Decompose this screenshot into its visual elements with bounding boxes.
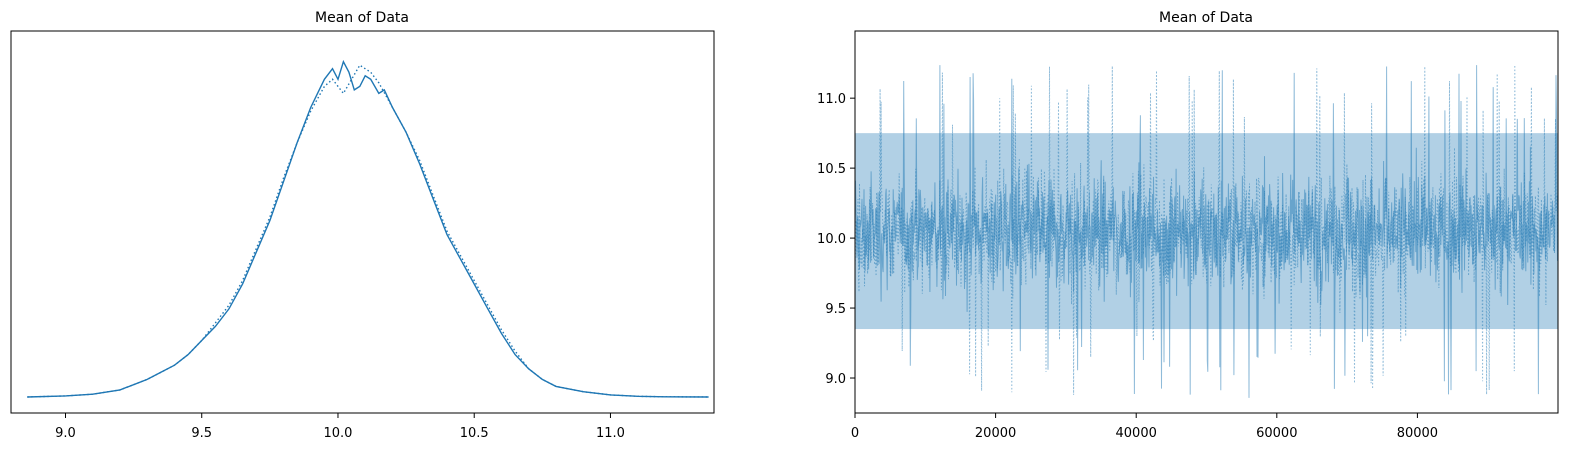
trace-x-tick-label: 0 xyxy=(851,426,859,441)
density-line-solid xyxy=(27,59,709,398)
density-title: Mean of Data xyxy=(315,10,409,26)
density-axes-frame xyxy=(10,30,715,414)
trace-marks xyxy=(855,65,1558,398)
trace-x-tick-label: 60000 xyxy=(1256,426,1297,441)
trace-panel: Mean of Data 0 20000 40000 60000 80000 9.09.… xyxy=(817,10,1559,441)
density-line-dotted xyxy=(27,64,709,398)
trace-y-tick-label: 11.0 xyxy=(817,92,846,107)
density-panel: Mean of Data 9.0 9.5 10.0 10.5 11.0 xyxy=(10,10,715,441)
trace-y-ticks: 9.0 9.5 10.0 10.5 11.0 xyxy=(817,92,855,387)
trace-title: Mean of Data xyxy=(1159,10,1253,26)
density-x-tick-label: 11.0 xyxy=(596,426,625,441)
trace-x-tick-label: 80000 xyxy=(1397,426,1438,441)
density-x-ticks: 9.0 9.5 10.0 10.5 11.0 xyxy=(55,413,625,441)
trace-y-tick-label: 9.5 xyxy=(825,302,846,317)
trace-y-tick-label: 10.0 xyxy=(817,232,846,247)
trace-x-tick-label: 20000 xyxy=(975,426,1016,441)
trace-x-ticks: 0 20000 40000 60000 80000 xyxy=(851,413,1438,441)
trace-line-solid xyxy=(855,65,1558,398)
trace-axes-frame xyxy=(854,30,1559,414)
trace-y-tick-label: 9.0 xyxy=(825,372,846,387)
density-x-tick-label: 10.5 xyxy=(460,426,489,441)
trace-y-tick-label: 10.5 xyxy=(817,162,846,177)
trace-line-dotted xyxy=(855,65,1558,395)
density-x-tick-label: 9.0 xyxy=(55,426,76,441)
density-x-tick-label: 10.0 xyxy=(324,426,353,441)
density-marks xyxy=(27,59,709,398)
density-x-tick-label: 9.5 xyxy=(191,426,212,441)
trace-x-tick-label: 40000 xyxy=(1116,426,1157,441)
